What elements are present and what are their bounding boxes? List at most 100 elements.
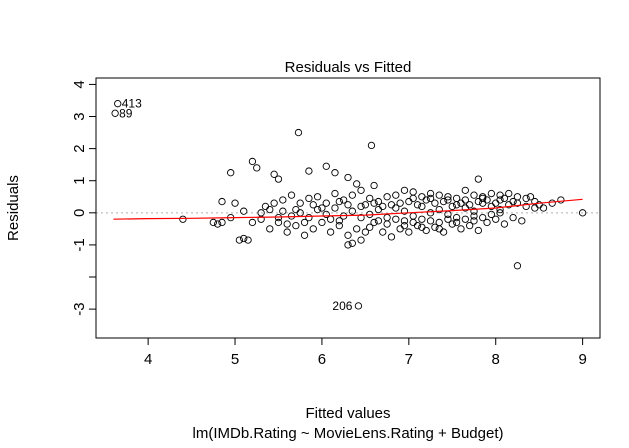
data-point [274, 218, 283, 227]
data-point [322, 210, 330, 219]
data-point [409, 194, 417, 203]
data-point [422, 196, 430, 204]
data-point [496, 196, 504, 204]
data-point [366, 194, 374, 203]
y-tick-label: -1 [71, 238, 88, 251]
y-tick-label: 1 [71, 177, 88, 185]
data-point [466, 222, 474, 230]
plot-frame [95, 77, 601, 339]
data-point [435, 218, 443, 227]
data-point [435, 225, 443, 233]
data-point [214, 220, 222, 228]
data-point [392, 191, 400, 199]
data-point [387, 201, 396, 209]
data-point [361, 228, 370, 236]
data-point [261, 202, 270, 211]
data-point [296, 199, 304, 207]
data-point [248, 218, 257, 227]
data-point [435, 205, 443, 214]
data-point [266, 225, 274, 233]
data-point [470, 212, 478, 220]
data-point [409, 218, 417, 227]
data-point [305, 194, 313, 203]
data-point [548, 199, 556, 207]
data-point [396, 225, 404, 233]
data-point [331, 204, 339, 212]
data-point [452, 201, 461, 209]
data-point [383, 220, 391, 228]
data-point [270, 199, 278, 207]
data-point [292, 205, 300, 214]
data-point [431, 199, 439, 207]
data-point [370, 199, 378, 207]
data-point [435, 191, 443, 199]
data-point [439, 228, 448, 236]
data-point [418, 193, 426, 201]
data-point [313, 193, 322, 201]
data-point [413, 201, 422, 209]
data-point [487, 210, 496, 219]
data-point [374, 217, 383, 225]
data-point [270, 170, 278, 178]
data-point [474, 226, 482, 235]
data-point [335, 222, 343, 230]
data-point [326, 215, 335, 223]
data-point [492, 199, 500, 207]
data-point [474, 197, 482, 206]
data-point [400, 217, 409, 225]
data-point [422, 226, 430, 235]
data-point [522, 202, 530, 211]
data-point [331, 189, 339, 198]
data-point [244, 236, 252, 244]
data-point [409, 188, 417, 196]
data-point [405, 197, 413, 206]
point-annotation-89: 89 [119, 106, 133, 120]
data-point [335, 197, 343, 206]
data-point [179, 215, 187, 223]
data-point [444, 215, 452, 223]
data-point [426, 194, 435, 203]
model-formula-label: lm(IMDb.Rating ~ MovieLens.Rating + Budg… [193, 425, 504, 442]
data-point [470, 217, 478, 225]
data-point [496, 205, 504, 214]
data-point [518, 217, 526, 225]
data-point [383, 193, 391, 201]
data-point [344, 173, 352, 182]
y-tick-label: 3 [71, 112, 88, 120]
y-tick-label: 2 [71, 144, 88, 152]
data-point [266, 205, 274, 214]
x-tick-label: 7 [405, 351, 413, 368]
data-point [240, 207, 248, 215]
data-point [326, 228, 335, 236]
data-point [309, 201, 317, 209]
data-point [335, 217, 343, 225]
y-tick-label: -3 [71, 302, 88, 315]
data-point [348, 239, 356, 247]
data-point [353, 180, 361, 188]
y-tick-label: 4 [71, 80, 88, 88]
data-point [294, 128, 303, 137]
data-point [292, 222, 300, 230]
data-point [483, 196, 491, 204]
data-point [474, 175, 482, 183]
data-point [227, 169, 235, 177]
data-point [257, 209, 265, 217]
data-point [331, 169, 339, 177]
data-point [279, 207, 287, 215]
data-point [479, 213, 487, 222]
data-point [274, 175, 283, 183]
data-point [253, 164, 261, 172]
data-point [357, 186, 365, 194]
data-point [361, 201, 370, 209]
data-point [248, 157, 257, 166]
point-annotation-206: 206 [332, 299, 352, 313]
data-point [370, 181, 378, 190]
data-point [318, 204, 326, 212]
data-point [313, 205, 322, 214]
data-point [344, 231, 352, 239]
x-tick-label: 9 [578, 351, 586, 368]
smoother-line [113, 198, 583, 220]
data-point [318, 218, 326, 227]
